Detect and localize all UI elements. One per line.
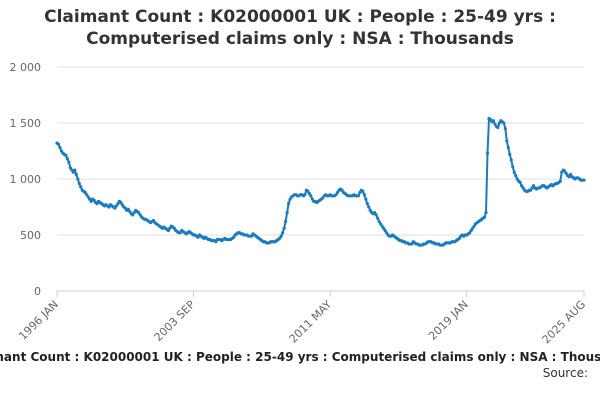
- point: [512, 170, 516, 174]
- y-tick-label: 500: [20, 229, 41, 242]
- point: [496, 125, 500, 130]
- point: [509, 158, 513, 162]
- chart-title: Claimant Count : K02000001 UK : People :…: [44, 7, 556, 49]
- point: [367, 205, 371, 209]
- point: [502, 121, 506, 125]
- x-tick-label: 1996 JAN: [16, 298, 61, 343]
- point: [582, 178, 586, 182]
- point: [361, 189, 365, 193]
- point: [56, 142, 61, 146]
- point: [64, 153, 68, 158]
- point: [77, 181, 81, 186]
- point: [505, 139, 509, 143]
- point: [484, 211, 488, 215]
- point: [282, 226, 286, 230]
- point: [491, 119, 496, 123]
- point: [286, 202, 291, 206]
- point: [65, 157, 69, 161]
- point: [485, 151, 490, 155]
- point: [374, 213, 378, 217]
- point: [362, 193, 366, 197]
- point: [356, 194, 360, 198]
- caption: Claimant Count : K02000001 UK : People :…: [0, 350, 600, 364]
- point: [74, 172, 78, 177]
- point: [284, 219, 288, 224]
- point: [482, 215, 487, 219]
- point: [518, 180, 522, 184]
- point: [558, 179, 562, 183]
- source: Source:: [542, 366, 588, 380]
- point: [76, 177, 80, 181]
- point: [508, 152, 512, 156]
- x-tick-label: 2019 JAN: [426, 298, 471, 343]
- x-tick-label: 2025 AUG: [540, 298, 589, 347]
- series-line: [56, 117, 584, 247]
- y-tick-label: 1 000: [10, 173, 42, 186]
- y-tick-label: 0: [34, 285, 41, 298]
- y-tick-label: 2 000: [10, 61, 42, 74]
- point: [511, 165, 515, 169]
- point: [376, 216, 380, 220]
- caption-box: Claimant Count : K02000001 UK : People :…: [0, 350, 600, 370]
- y-tick-label: 1 500: [10, 117, 42, 130]
- point: [285, 211, 289, 215]
- point: [506, 146, 510, 150]
- point: [364, 197, 368, 201]
- point: [281, 231, 285, 235]
- point: [503, 127, 507, 131]
- point: [309, 194, 313, 198]
- x-tick-label: 2003 SEP: [152, 298, 198, 344]
- point: [279, 234, 283, 238]
- point: [79, 185, 83, 189]
- point: [67, 160, 71, 164]
- point: [514, 174, 518, 178]
- point: [365, 202, 369, 206]
- point: [303, 193, 307, 197]
- x-tick-label: 2011 MAY: [287, 298, 335, 346]
- point: [58, 146, 62, 150]
- point: [73, 168, 77, 172]
